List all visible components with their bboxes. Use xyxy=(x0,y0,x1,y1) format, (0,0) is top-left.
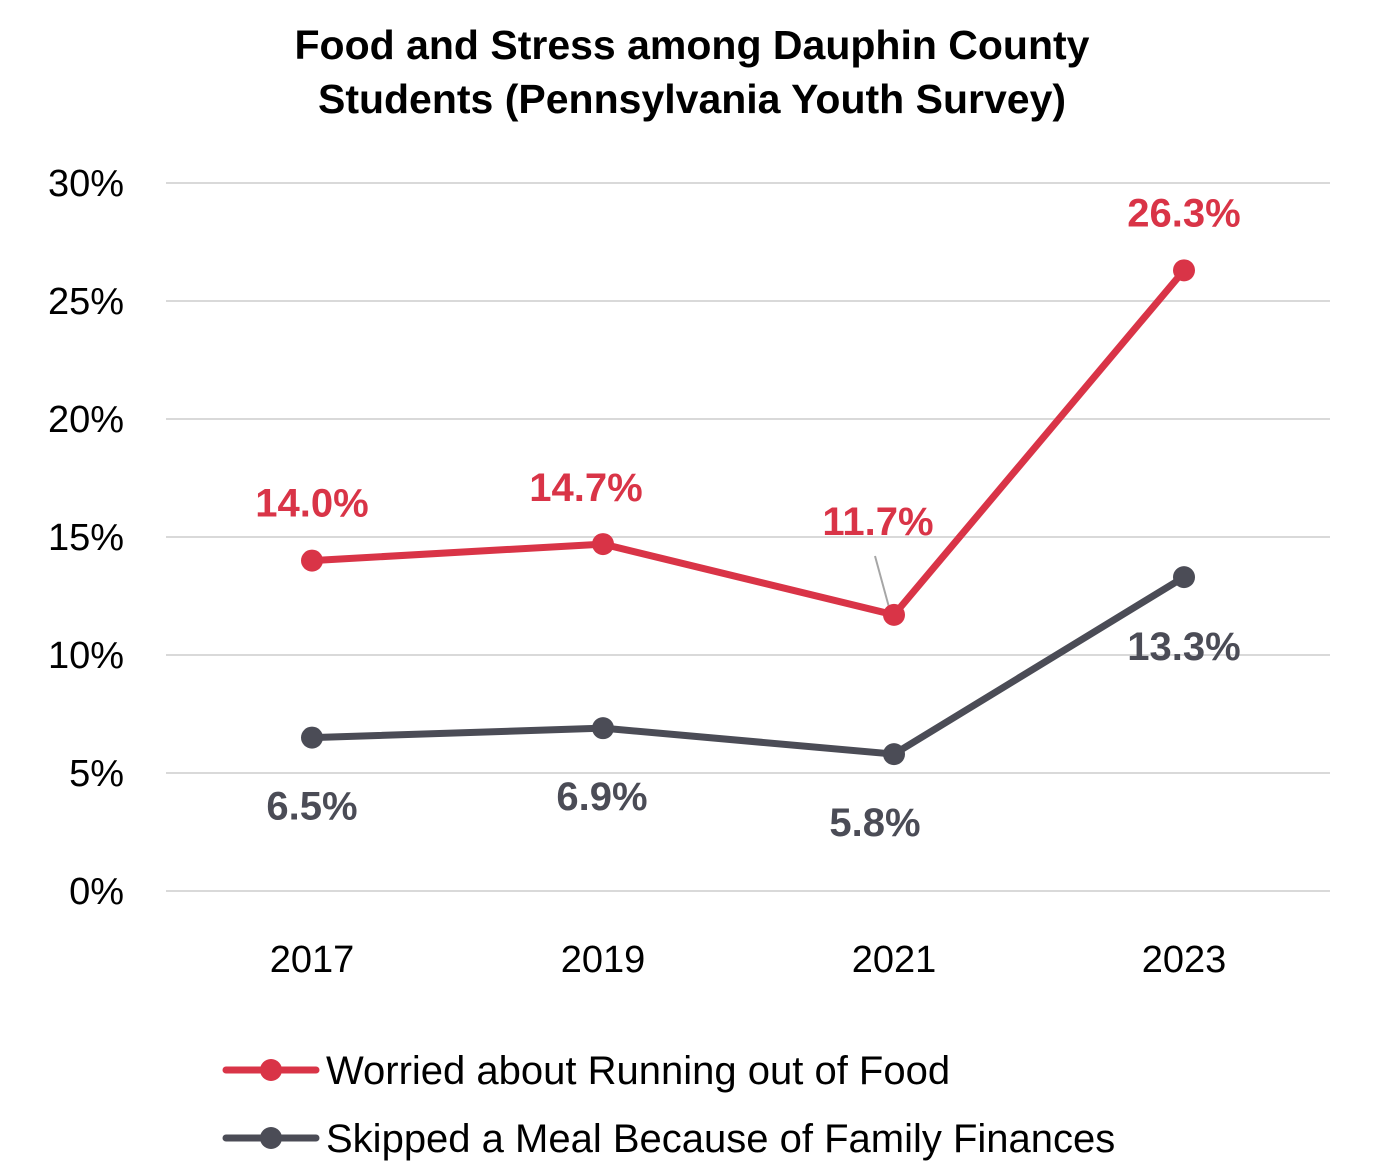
y-tick-label: 15% xyxy=(48,517,124,559)
y-tick-label: 25% xyxy=(48,281,124,323)
data-label: 6.5% xyxy=(266,785,357,829)
legend-label: Skipped a Meal Because of Family Finance… xyxy=(326,1117,1115,1161)
data-label: 14.0% xyxy=(255,482,368,526)
data-point xyxy=(301,549,323,572)
chart-title: Food and Stress among Dauphin County Stu… xyxy=(0,18,1384,126)
data-label: 14.7% xyxy=(529,466,642,510)
y-tick-label: 10% xyxy=(48,635,124,677)
legend-marker xyxy=(260,1059,282,1081)
x-tick-label: 2019 xyxy=(561,939,646,981)
y-tick-label: 30% xyxy=(48,163,124,205)
data-label: 5.8% xyxy=(829,801,920,845)
y-tick-label: 5% xyxy=(69,753,124,795)
legend-marker xyxy=(260,1127,282,1149)
chart-title-line1: Food and Stress among Dauphin County xyxy=(294,22,1090,68)
data-label: 6.9% xyxy=(556,775,647,819)
data-label: 26.3% xyxy=(1127,191,1240,235)
data-label: 13.3% xyxy=(1127,625,1240,669)
data-point xyxy=(883,603,905,626)
legend-label: Worried about Running out of Food xyxy=(326,1049,950,1093)
y-tick-label: 0% xyxy=(69,871,124,913)
series-line xyxy=(308,266,1188,619)
data-point xyxy=(592,717,614,740)
series-line xyxy=(308,573,1188,758)
x-tick-label: 2021 xyxy=(852,939,937,981)
data-label: 11.7% xyxy=(822,500,933,544)
chart-title-line2: Students (Pennsylvania Youth Survey) xyxy=(317,76,1067,122)
x-tick-label: 2023 xyxy=(1142,939,1227,981)
data-point xyxy=(1173,566,1195,589)
x-tick-label: 2017 xyxy=(270,939,355,981)
data-point xyxy=(301,726,323,749)
data-point xyxy=(1173,259,1195,282)
y-tick-label: 20% xyxy=(48,399,124,441)
leader-line xyxy=(874,555,891,612)
data-point xyxy=(592,533,614,556)
data-point xyxy=(883,743,905,766)
